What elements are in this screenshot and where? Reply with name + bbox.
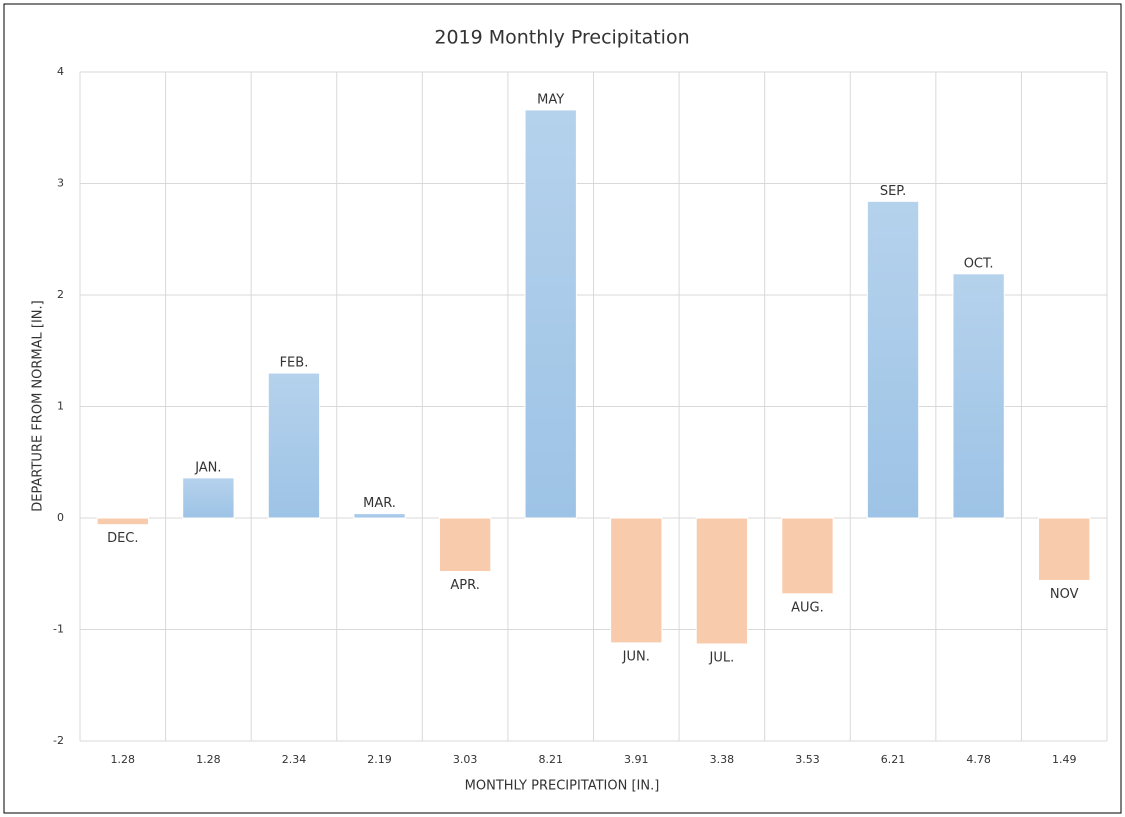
y-tick-label: -2 bbox=[53, 734, 64, 747]
x-tick-label: 3.53 bbox=[795, 753, 820, 766]
x-tick-label: 1.49 bbox=[1052, 753, 1077, 766]
bar bbox=[267, 372, 321, 519]
bar-label: OCT. bbox=[964, 256, 994, 271]
bar bbox=[438, 517, 492, 573]
bar bbox=[182, 477, 235, 519]
x-tick-label: 4.78 bbox=[966, 753, 991, 766]
bar-label: MAY bbox=[537, 92, 564, 107]
y-tick-label: 1 bbox=[57, 400, 64, 413]
chart-title: 2019 Monthly Precipitation bbox=[434, 27, 689, 49]
x-tick-label: 1.28 bbox=[111, 753, 136, 766]
bar bbox=[96, 517, 149, 526]
y-tick-label: 3 bbox=[57, 177, 64, 190]
bar-label: NOV bbox=[1050, 587, 1079, 602]
bar-label: APR. bbox=[450, 578, 479, 593]
bar-label: JUN. bbox=[622, 649, 650, 664]
bar bbox=[781, 517, 834, 595]
y-tick-label: 0 bbox=[57, 511, 64, 524]
bar bbox=[1038, 517, 1091, 581]
y-tick-label: 2 bbox=[57, 288, 64, 301]
y-tick-label: -1 bbox=[53, 623, 64, 636]
x-tick-label: 3.03 bbox=[453, 753, 478, 766]
x-tick-label: 8.21 bbox=[538, 753, 563, 766]
bar-label: SEP. bbox=[880, 184, 906, 199]
bar bbox=[866, 200, 920, 519]
y-axis-label: DEPARTURE FROM NORMAL [IN.] bbox=[31, 300, 46, 511]
x-tick-label: 3.38 bbox=[710, 753, 735, 766]
bar bbox=[353, 513, 406, 519]
bar bbox=[695, 517, 749, 645]
y-tick-label: 4 bbox=[57, 65, 64, 78]
bar-label: MAR. bbox=[363, 496, 396, 511]
x-tick-label: 2.34 bbox=[282, 753, 307, 766]
x-axis-label: MONTHLY PRECIPITATION [IN.] bbox=[465, 779, 660, 794]
x-tick-label: 6.21 bbox=[881, 753, 906, 766]
x-tick-label: 2.19 bbox=[367, 753, 392, 766]
x-tick-label: 3.91 bbox=[624, 753, 649, 766]
bar bbox=[524, 109, 577, 519]
bar bbox=[610, 517, 663, 644]
bar-label: DEC. bbox=[107, 531, 138, 546]
bar-label: JAN. bbox=[194, 460, 221, 475]
bar-label: AUG. bbox=[791, 600, 824, 615]
bar-label: JUL. bbox=[709, 650, 735, 665]
bar bbox=[952, 273, 1005, 519]
x-tick-label: 1.28 bbox=[196, 753, 221, 766]
bar-label: FEB. bbox=[280, 356, 309, 371]
